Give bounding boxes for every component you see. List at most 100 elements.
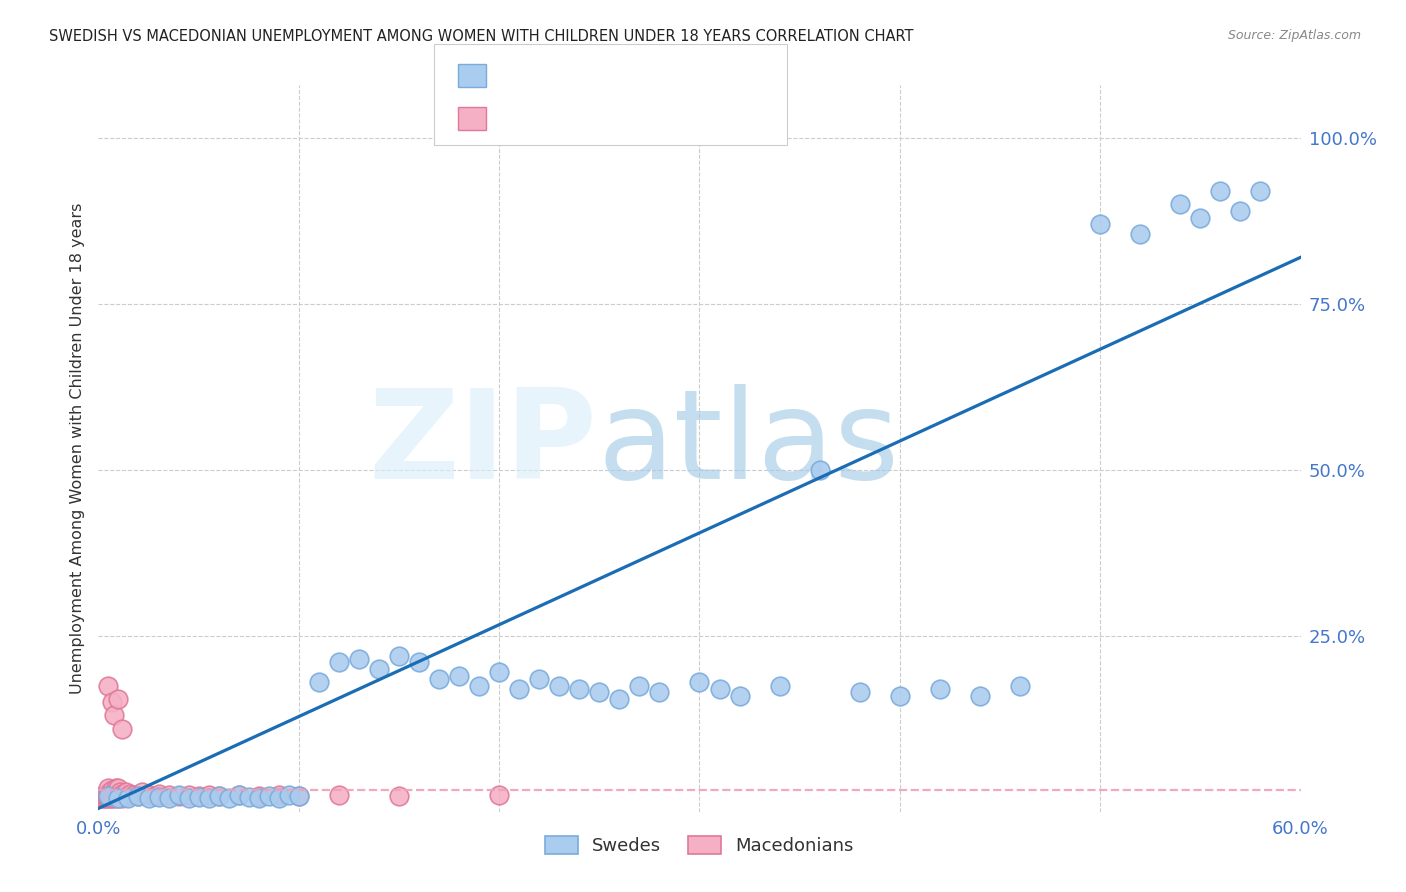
Point xyxy=(103,785,125,799)
Point xyxy=(101,791,124,805)
Point xyxy=(238,790,260,805)
Point xyxy=(1189,211,1212,225)
Point xyxy=(1250,184,1272,198)
Point xyxy=(257,789,280,804)
Point xyxy=(107,781,129,796)
Point xyxy=(148,790,170,805)
Point xyxy=(103,789,125,804)
Point xyxy=(107,787,129,801)
Point xyxy=(308,675,330,690)
Point xyxy=(267,790,290,805)
Point xyxy=(628,679,651,693)
Text: N = 55: N = 55 xyxy=(606,66,673,84)
Point xyxy=(1170,197,1192,211)
Point xyxy=(1088,217,1111,231)
Point xyxy=(288,789,311,804)
Point xyxy=(107,691,129,706)
Point xyxy=(228,788,250,802)
Point xyxy=(107,791,129,805)
Point xyxy=(267,788,290,802)
Point xyxy=(609,691,631,706)
Point xyxy=(588,685,610,699)
Point xyxy=(969,689,991,703)
Text: ZIP: ZIP xyxy=(368,384,598,505)
Point xyxy=(107,791,129,805)
Point xyxy=(447,668,470,682)
Point xyxy=(167,789,190,804)
Point xyxy=(388,648,411,663)
Point xyxy=(929,681,952,696)
Point xyxy=(709,681,731,696)
Point xyxy=(101,695,124,709)
Point xyxy=(97,679,120,693)
Point xyxy=(228,788,250,802)
Point xyxy=(138,788,160,802)
Point xyxy=(468,679,491,693)
Point xyxy=(101,788,124,802)
Point xyxy=(197,788,219,802)
Point xyxy=(208,789,231,804)
Point xyxy=(187,789,209,804)
Text: atlas: atlas xyxy=(598,384,900,505)
Point xyxy=(197,791,219,805)
Point xyxy=(728,689,751,703)
Point xyxy=(849,685,872,699)
Point xyxy=(328,656,350,670)
Point xyxy=(97,781,120,796)
Point xyxy=(288,789,311,804)
Point xyxy=(157,788,180,802)
Text: SWEDISH VS MACEDONIAN UNEMPLOYMENT AMONG WOMEN WITH CHILDREN UNDER 18 YEARS CORR: SWEDISH VS MACEDONIAN UNEMPLOYMENT AMONG… xyxy=(49,29,914,44)
Point xyxy=(117,789,139,804)
Point xyxy=(208,789,231,804)
Point xyxy=(808,463,831,477)
Point xyxy=(247,789,270,804)
Point xyxy=(157,791,180,805)
Legend: Swedes, Macedonians: Swedes, Macedonians xyxy=(538,829,860,863)
Point xyxy=(1010,679,1032,693)
Point xyxy=(110,785,132,799)
Point xyxy=(96,791,118,805)
Point xyxy=(103,791,125,805)
Point xyxy=(277,788,299,802)
Point xyxy=(117,790,139,805)
Point xyxy=(1229,203,1251,218)
Point xyxy=(111,787,134,801)
Point xyxy=(115,785,138,799)
Point xyxy=(1209,184,1232,198)
Point xyxy=(114,788,136,802)
Text: 0.813: 0.813 xyxy=(540,66,598,84)
Point xyxy=(100,791,122,805)
Point xyxy=(768,679,790,693)
Point xyxy=(218,790,240,805)
Point xyxy=(177,790,200,805)
Point xyxy=(143,789,166,804)
Point xyxy=(105,788,128,802)
Point xyxy=(124,788,146,802)
Point xyxy=(96,787,118,801)
Point xyxy=(105,781,128,796)
Text: R =: R = xyxy=(501,110,540,128)
Point xyxy=(688,675,710,690)
Point xyxy=(889,689,911,703)
Point xyxy=(110,789,132,804)
Point xyxy=(187,790,209,805)
Point xyxy=(1129,227,1152,241)
Point xyxy=(388,789,411,804)
Point xyxy=(101,782,124,797)
Point xyxy=(138,790,160,805)
Point xyxy=(96,789,118,804)
Point xyxy=(148,787,170,801)
Point xyxy=(131,785,153,799)
Point xyxy=(247,791,270,805)
Point xyxy=(97,791,120,805)
Point xyxy=(568,681,591,696)
Point xyxy=(488,665,510,680)
Point xyxy=(97,785,120,799)
Point xyxy=(529,672,551,686)
Text: Source: ZipAtlas.com: Source: ZipAtlas.com xyxy=(1227,29,1361,42)
Point xyxy=(103,708,125,723)
Point xyxy=(177,788,200,802)
Point xyxy=(91,791,114,805)
Text: -0.001: -0.001 xyxy=(540,110,605,128)
Point xyxy=(408,656,430,670)
